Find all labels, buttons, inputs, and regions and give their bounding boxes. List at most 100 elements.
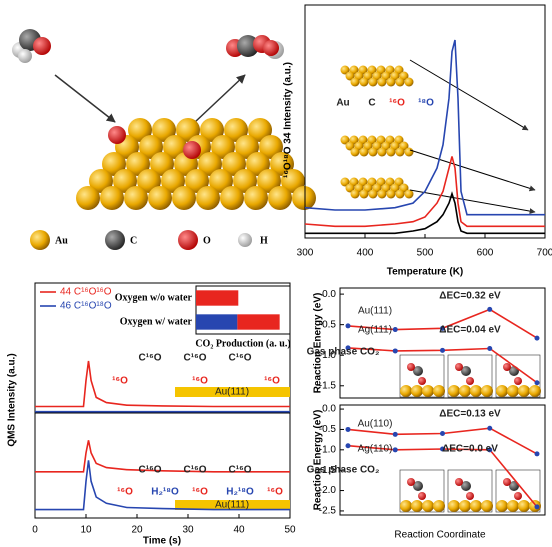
au-atom (220, 186, 244, 210)
y-tick-label: -1.5 (319, 380, 337, 391)
inset-atom (340, 135, 350, 145)
inset-atom (459, 500, 471, 512)
y-tick-label: -2.0 (319, 485, 337, 496)
annotation: C¹⁶O (229, 353, 252, 364)
surface-bar (175, 387, 290, 397)
au-atom (222, 152, 246, 176)
annotation: C¹⁶O (139, 353, 162, 364)
inset-atom (395, 147, 405, 157)
inset-atom (359, 189, 369, 199)
y-tick-label: -1.0 (319, 444, 337, 455)
o-atom (108, 126, 126, 144)
inset-atom (518, 500, 530, 512)
inset-atom (433, 385, 445, 397)
inset-atom (359, 147, 369, 157)
au-atom (139, 135, 163, 159)
inset-atom (359, 77, 369, 87)
legend-label: O (203, 235, 211, 246)
bar-segment (237, 314, 280, 330)
inset-atom (418, 377, 426, 385)
annotation: Gas phase CO₂ (307, 465, 380, 476)
inset-atom (411, 500, 423, 512)
inset-atom (481, 500, 493, 512)
au-atom (268, 186, 292, 210)
inset-atom (496, 385, 508, 397)
annotation: C (368, 98, 375, 109)
molecule (226, 35, 284, 59)
inset-atom (404, 77, 414, 87)
annotation: Au(110) (358, 419, 393, 430)
annotation: Gas phase CO₂ (307, 347, 380, 358)
inset-atom (448, 500, 460, 512)
point (392, 431, 398, 437)
inset-atom (407, 478, 415, 486)
y-tick-label: 0.0 (322, 404, 336, 415)
inset-atom (461, 366, 471, 376)
inset-title: CO₂ Production (a. u.) (195, 338, 290, 349)
series-line (304, 156, 545, 228)
surface-bar (175, 500, 290, 510)
annotation: C¹⁶O (139, 465, 162, 476)
au-atom (246, 152, 270, 176)
legend-atom (178, 230, 198, 250)
inset-atom (413, 366, 423, 376)
y-axis-label: ¹⁶O¹⁸O 34 Intensity (a.u.) (283, 62, 294, 178)
inset-atom (470, 385, 482, 397)
y-axis-label: Reaction Energy (eV) (313, 410, 324, 511)
inset-atom (507, 385, 519, 397)
x-tick-label: 50 (284, 525, 296, 536)
x-axis-label: Time (s) (143, 536, 181, 547)
point (487, 346, 493, 351)
inset-atom (466, 377, 474, 385)
series-line (35, 360, 290, 408)
arrow (54, 74, 116, 123)
inset-atom (503, 478, 511, 486)
inset-atom (345, 183, 355, 193)
point (345, 345, 351, 351)
x-tick-label: 10 (80, 525, 92, 536)
point (345, 443, 351, 449)
point (487, 306, 493, 312)
x-tick-label: 500 (417, 248, 434, 259)
legend-label: Au (55, 235, 68, 246)
annotation: H₂¹⁸O (226, 487, 254, 498)
y-tick-label: -1.5 (319, 465, 337, 476)
schematic (12, 29, 316, 210)
legend-atom (30, 230, 50, 250)
series-line (304, 39, 545, 216)
au-atom (100, 186, 124, 210)
annotation: ΔEC=0.13 eV (439, 409, 501, 420)
inset-atom (418, 492, 426, 500)
annotation: ¹⁶O (192, 487, 208, 498)
inset-atom (433, 500, 445, 512)
au-atom (152, 118, 176, 142)
inset-atom (400, 500, 412, 512)
au-atom (176, 118, 200, 142)
au-atom (185, 169, 209, 193)
inset-atom (455, 478, 463, 486)
legend-atom (105, 230, 125, 250)
inset-atom (496, 500, 508, 512)
annotation: ΔEC=0.04 eV (439, 325, 501, 336)
annotation: Ag(110) (358, 444, 393, 455)
inset-atom (350, 77, 360, 87)
x-tick-label: 300 (297, 248, 314, 259)
au-atom (102, 152, 126, 176)
au-atom (244, 186, 268, 210)
series-line (35, 440, 290, 473)
point (440, 347, 445, 353)
annotation: ¹⁶O (192, 376, 208, 387)
point (487, 425, 493, 431)
point (534, 451, 540, 457)
inset-atom (368, 189, 378, 199)
inset-atom (386, 147, 396, 157)
au-atom (150, 152, 174, 176)
arrow (409, 149, 536, 192)
point (392, 447, 398, 453)
y-tick-label: -0.5 (319, 319, 337, 330)
o-atom (183, 141, 201, 159)
inset-atom (459, 385, 471, 397)
point (534, 504, 540, 510)
au-atom (233, 169, 257, 193)
